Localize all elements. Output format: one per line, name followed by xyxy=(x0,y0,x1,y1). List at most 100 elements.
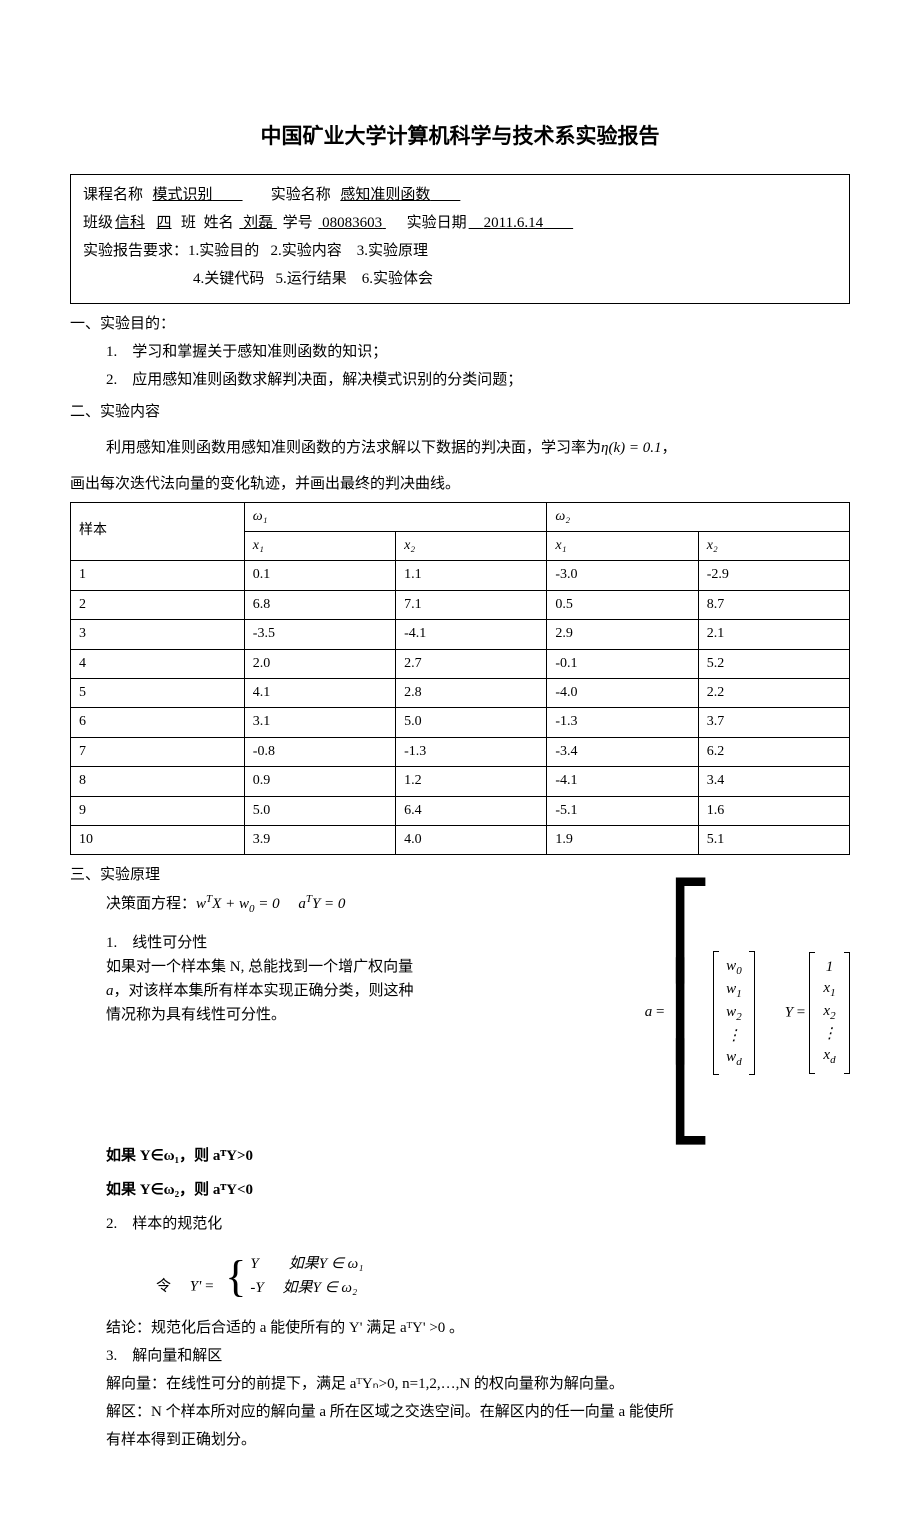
table-cell: 5 xyxy=(71,678,245,707)
piecewise-formula: 令 Y' = { Y 如果Y ∈ ω₁ -Y 如果Y ∈ ω₂ xyxy=(120,1252,850,1300)
table-cell: 1 xyxy=(71,561,245,590)
s1-item-1: 1. 学习和掌握关于感知准则函数的知识； xyxy=(70,340,850,364)
table-cell: 6.4 xyxy=(396,796,547,825)
sol-1: 解向量：在线性可分的前提下，满足 aᵀYₙ>0, n=1,2,…,N 的权向量称… xyxy=(70,1372,850,1396)
date-value: 2011.6.14 xyxy=(467,215,575,231)
table-row: 80.91.2-4.13.4 xyxy=(71,767,850,796)
table-cell: 0.9 xyxy=(244,767,395,796)
page-title: 中国矿业大学计算机科学与技术系实验报告 xyxy=(70,120,850,154)
s2-desc: 利用感知准则函数用感知准则函数的方法求解以下数据的判决面，学习率为η(k) = … xyxy=(70,436,850,460)
table-cell: -3.0 xyxy=(547,561,698,590)
table-cell: 7 xyxy=(71,737,245,766)
rule-1: 如果 Y∈ω₁，则 aᵀY>0 xyxy=(70,1144,850,1168)
table-cell: 8 xyxy=(71,767,245,796)
table-cell: 4 xyxy=(71,649,245,678)
table-cell: -2.9 xyxy=(698,561,849,590)
linear-title: 1. 线性可分性 xyxy=(106,931,625,955)
table-cell: 6 xyxy=(71,708,245,737)
conclusion: 结论：规范化后合适的 a 能使所有的 Y' 满足 aᵀY' >0 。 xyxy=(70,1316,850,1340)
req4: 4.关键代码 xyxy=(193,271,264,287)
table-row: 103.94.01.95.1 xyxy=(71,825,850,854)
class-major: 信科 xyxy=(113,215,147,231)
table-cell: -1.3 xyxy=(547,708,698,737)
name-label: 姓名 xyxy=(204,215,234,231)
req5: 5.运行结果 xyxy=(276,271,347,287)
table-cell: -5.1 xyxy=(547,796,698,825)
case-2: -Y 如果Y ∈ ω₂ xyxy=(250,1276,363,1300)
norm-title: 2. 样本的规范化 xyxy=(70,1212,850,1236)
table-cell: 2.7 xyxy=(396,649,547,678)
table-row: 3-3.5-4.12.92.1 xyxy=(71,620,850,649)
table-cell: 2.9 xyxy=(547,620,698,649)
decision-block: 决策面方程：wTX + w0 = 0 aTY = 0 1. 线性可分性 如果对一… xyxy=(106,891,625,1027)
x2-header-2: x₂ xyxy=(698,531,849,560)
eta-formula: η(k) = 0.1 xyxy=(601,440,661,456)
header-box: 课程名称 模式识别 实验名称 感知准则函数 班级信科 四 班 姓名 刘磊 学号 … xyxy=(70,174,850,304)
table-cell: 6.8 xyxy=(244,590,395,619)
id-value: 08083603 xyxy=(316,215,388,231)
matrix-a: a = ⎡⎢⎣ w0 w1 w2 ⋮ wd xyxy=(645,891,755,1134)
section-3-title: 三、实验原理 xyxy=(70,863,850,887)
table-cell: 2.1 xyxy=(698,620,849,649)
table-cell: -1.3 xyxy=(396,737,547,766)
table-cell: 3.1 xyxy=(244,708,395,737)
table-cell: 2 xyxy=(71,590,245,619)
table-cell: 5.2 xyxy=(698,649,849,678)
table-cell: 7.1 xyxy=(396,590,547,619)
table-cell: -3.4 xyxy=(547,737,698,766)
x1-header-2: x₁ xyxy=(547,531,698,560)
table-container: 样本 ω₁ ω₂ x₁ x₂ x₁ x₂ 10.11.1-3.0-2.926.8… xyxy=(70,502,850,856)
table-row: 10.11.1-3.0-2.9 xyxy=(71,561,850,590)
table-cell: 2.2 xyxy=(698,678,849,707)
table-row: 样本 ω₁ ω₂ xyxy=(71,502,850,531)
table-cell: 4.1 xyxy=(244,678,395,707)
class-suffix: 班 xyxy=(181,215,196,231)
course-label: 课程名称 xyxy=(83,187,143,203)
sample-header: 样本 xyxy=(71,502,245,561)
section-1-title: 一、实验目的： xyxy=(70,312,850,336)
table-cell: 5.1 xyxy=(698,825,849,854)
table-cell: -4.1 xyxy=(396,620,547,649)
omega1-header: ω₁ xyxy=(244,502,547,531)
course-value: 模式识别 xyxy=(151,187,245,203)
table-row: 26.87.10.58.7 xyxy=(71,590,850,619)
req-label: 实验报告要求： xyxy=(83,243,188,259)
table-row: 63.15.0-1.33.7 xyxy=(71,708,850,737)
linear-desc-1: 如果对一个样本集 N, 总能找到一个增广权向量 xyxy=(106,955,625,979)
table-cell: 1.9 xyxy=(547,825,698,854)
table-cell: 2.0 xyxy=(244,649,395,678)
data-table: 样本 ω₁ ω₂ x₁ x₂ x₁ x₂ 10.11.1-3.0-2.926.8… xyxy=(70,502,850,856)
table-cell: -0.1 xyxy=(547,649,698,678)
req6: 6.实验体会 xyxy=(362,271,433,287)
table-cell: 5.0 xyxy=(396,708,547,737)
table-cell: 3.9 xyxy=(244,825,395,854)
table-cell: 6.2 xyxy=(698,737,849,766)
table-row: 7-0.8-1.3-3.46.2 xyxy=(71,737,850,766)
class-label: 班级 xyxy=(83,215,113,231)
table-cell: -4.1 xyxy=(547,767,698,796)
s1-item-2: 2. 应用感知准则函数求解判决面，解决模式识别的分类问题； xyxy=(70,368,850,392)
table-cell: 0.5 xyxy=(547,590,698,619)
req2: 2.实验内容 xyxy=(271,243,342,259)
table-cell: 5.0 xyxy=(244,796,395,825)
exp-name-value: 感知准则函数 xyxy=(338,187,462,203)
table-cell: 1.6 xyxy=(698,796,849,825)
table-cell: -4.0 xyxy=(547,678,698,707)
req3: 3.实验原理 xyxy=(357,243,428,259)
section-2-title: 二、实验内容 xyxy=(70,400,850,424)
header-line-2: 班级信科 四 班 姓名 刘磊 学号 08083603 实验日期 2011.6.1… xyxy=(83,211,837,235)
table-cell: 4.0 xyxy=(396,825,547,854)
table-cell: 1.1 xyxy=(396,561,547,590)
case-1: Y 如果Y ∈ ω₁ xyxy=(250,1252,363,1276)
table-row: 95.06.4-5.11.6 xyxy=(71,796,850,825)
table-cell: 1.2 xyxy=(396,767,547,796)
matrix-block: a = ⎡⎢⎣ w0 w1 w2 ⋮ wd xyxy=(645,891,850,1134)
s2-desc3: 画出每次迭代法向量的变化轨迹，并画出最终的判决曲线。 xyxy=(70,472,850,496)
header-line-1: 课程名称 模式识别 实验名称 感知准则函数 xyxy=(83,183,837,207)
table-cell: 0.1 xyxy=(244,561,395,590)
sol-2: 解区：N 个样本所对应的解向量 a 所在区域之交迭空间。在解区内的任一向量 a … xyxy=(70,1400,850,1424)
linear-desc-2: aa，对该样本集所有样本实现正确分类，则这种，对该样本集所有样本实现正确分类，则… xyxy=(106,979,625,1003)
req1: 1.实验目的 xyxy=(188,243,259,259)
header-line-4: 4.关键代码 5.运行结果 6.实验体会 xyxy=(83,267,837,291)
sol-3: 有样本得到正确划分。 xyxy=(70,1428,850,1452)
